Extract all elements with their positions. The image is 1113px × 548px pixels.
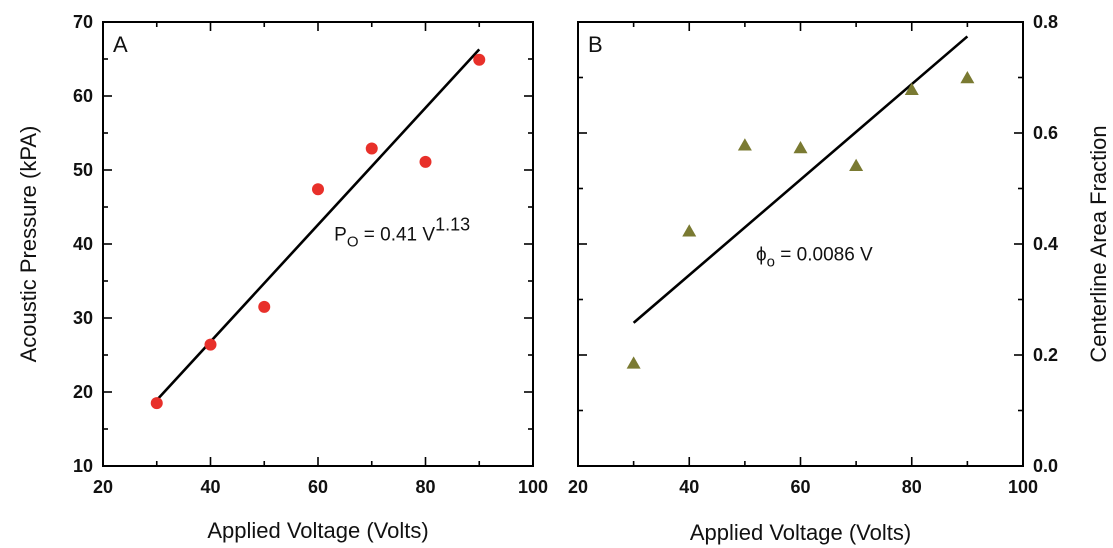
data-point: [737, 138, 752, 151]
y-tick-label: 0.6: [1033, 123, 1058, 143]
y-tick-label: 0.8: [1033, 12, 1058, 32]
y-tick-label: 70: [73, 12, 93, 32]
y-tick-label: 0.2: [1033, 345, 1058, 365]
x-tick-label: 60: [790, 477, 810, 497]
y-axis-title: Acoustic Pressure (kPA): [16, 126, 41, 363]
x-tick-label: 40: [679, 477, 699, 497]
data-point: [419, 155, 432, 168]
data-point: [150, 397, 163, 410]
data-point: [204, 338, 217, 351]
data-point: [793, 140, 808, 154]
panel-label: B: [588, 32, 603, 57]
panel-label: A: [113, 32, 128, 57]
data-point: [682, 224, 697, 237]
y-tick-label: 0.0: [1033, 456, 1058, 476]
data-point: [960, 71, 975, 84]
x-tick-label: 20: [93, 477, 113, 497]
x-tick-label: 20: [568, 477, 588, 497]
y-tick-label: 0.4: [1033, 234, 1058, 254]
y-tick-label: 20: [73, 382, 93, 402]
x-tick-label: 60: [308, 477, 328, 497]
y-tick-label: 10: [73, 456, 93, 476]
y-tick-label: 30: [73, 308, 93, 328]
x-tick-label: 80: [902, 477, 922, 497]
x-tick-label: 100: [1008, 477, 1038, 497]
data-point: [849, 158, 864, 171]
data-point: [626, 356, 641, 369]
plot-frame: [102, 21, 534, 467]
data-point: [365, 142, 378, 155]
x-axis-title: Applied Voltage (Volts): [207, 518, 428, 543]
data-point: [904, 82, 919, 95]
x-tick-label: 40: [200, 477, 220, 497]
x-tick-label: 100: [518, 477, 548, 497]
fit-equation: PO = 0.41 V1.13: [334, 214, 470, 250]
y-tick-label: 60: [73, 86, 93, 106]
data-point: [312, 183, 324, 196]
x-tick-label: 80: [415, 477, 435, 497]
y-tick-label: 40: [73, 234, 93, 254]
x-axis-title: Applied Voltage (Volts): [690, 520, 911, 545]
data-point: [258, 300, 271, 313]
y-axis-title: Centerline Area Fraction: [1086, 125, 1111, 362]
data-point: [473, 53, 486, 66]
fit-line: [632, 35, 969, 324]
y-tick-label: 50: [73, 160, 93, 180]
fit-equation: ϕo = 0.0086 V: [756, 245, 873, 271]
